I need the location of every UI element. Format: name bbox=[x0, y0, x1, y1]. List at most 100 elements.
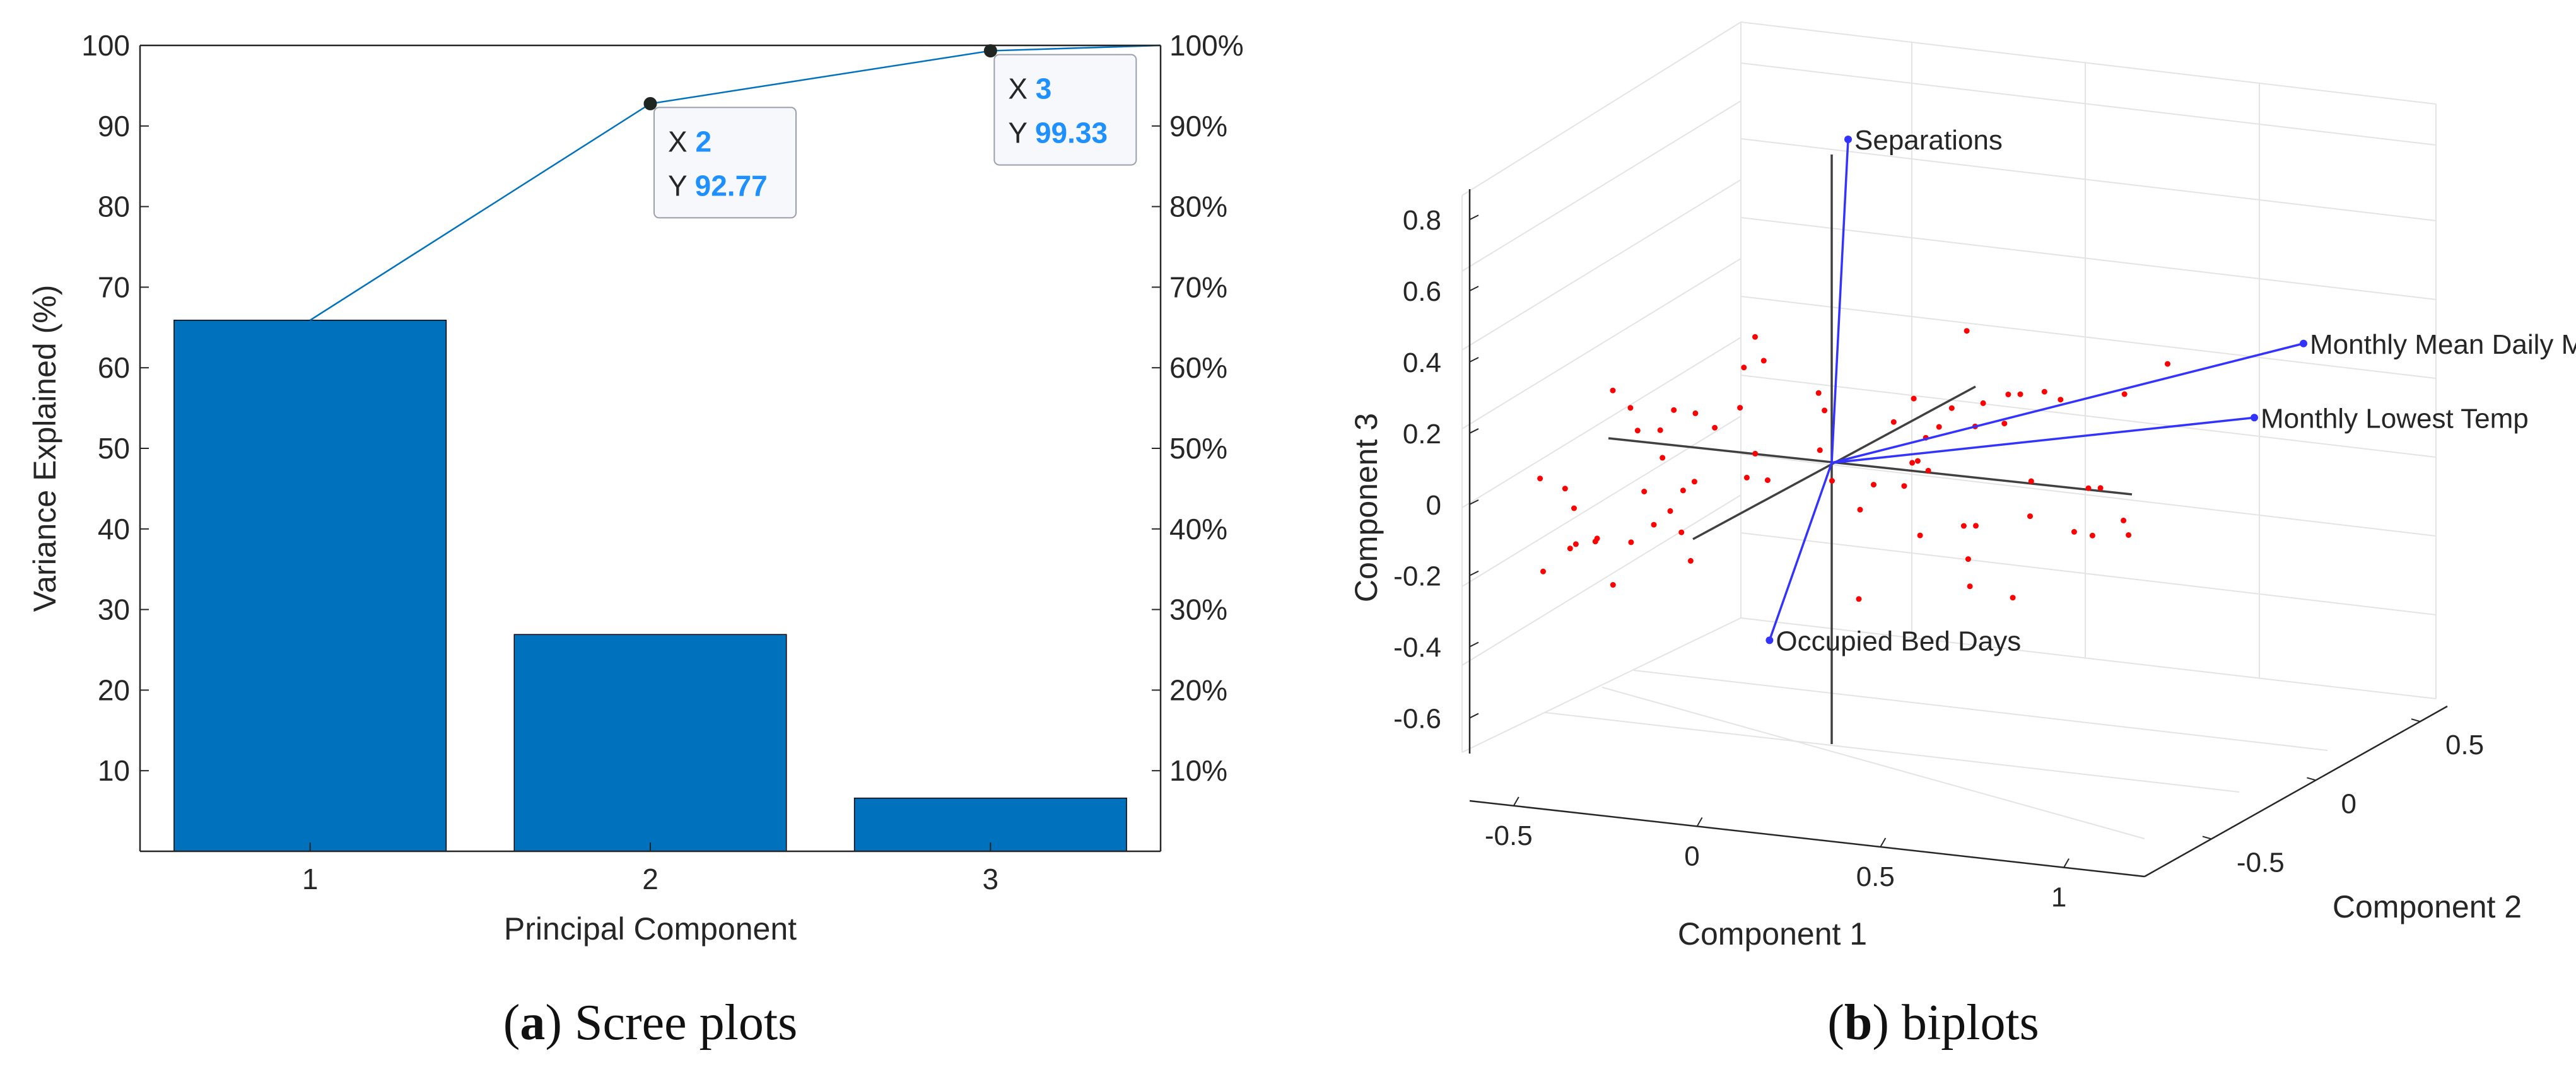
caption-b-text: biplots bbox=[1889, 995, 2039, 1051]
observation-point bbox=[1829, 478, 1835, 484]
observation-point bbox=[1925, 467, 1931, 474]
observation-point bbox=[2058, 397, 2064, 403]
x-tick-mark bbox=[2063, 858, 2070, 868]
observation-point bbox=[1764, 477, 1771, 483]
loading-vector-label: Monthly Mean Daily Min Temp bbox=[2310, 329, 2576, 360]
loading-vector-tip bbox=[2251, 414, 2258, 422]
loading-vector-tip bbox=[1844, 136, 1852, 144]
y-tick-label: 90 bbox=[98, 110, 130, 143]
observation-point bbox=[1628, 539, 1634, 545]
x-tick-label: 0 bbox=[1684, 841, 1699, 871]
datatip-x-label: X bbox=[668, 125, 695, 158]
y-tick-mark bbox=[2307, 777, 2316, 781]
y-right-tick-label: 20% bbox=[1169, 673, 1227, 706]
observation-point bbox=[2121, 517, 2127, 523]
z-tick-label: 0.6 bbox=[1403, 276, 1441, 307]
y-tick-label: -0.5 bbox=[2237, 847, 2285, 878]
z-tick-mark bbox=[1469, 570, 1479, 576]
observation-point bbox=[2071, 528, 2077, 535]
observation-point bbox=[1743, 474, 1750, 481]
observation-point bbox=[1936, 424, 1942, 430]
datatip-y-value: 99.33 bbox=[1035, 117, 1108, 149]
observation-point bbox=[2126, 532, 2132, 538]
observation-point bbox=[1610, 387, 1616, 393]
observation-point bbox=[2097, 485, 2104, 491]
observation-point bbox=[1965, 556, 1971, 562]
observation-point bbox=[1967, 583, 1973, 590]
datatip-x-value: 2 bbox=[695, 125, 711, 158]
datatip-marker bbox=[643, 96, 657, 110]
datatip-y-label: Y bbox=[668, 169, 695, 202]
loading-vector-label: Occupied Bed Days bbox=[1776, 626, 2021, 656]
biplot-y-ticks: -0.5 0 0.5 bbox=[2202, 718, 2484, 878]
z-tick-label: 0.4 bbox=[1403, 347, 1441, 378]
observation-point bbox=[2085, 485, 2092, 491]
y-tick-label: 0.5 bbox=[2445, 730, 2484, 760]
observation-point bbox=[1671, 407, 1677, 413]
y-tick-label: 50 bbox=[98, 432, 130, 465]
datatip-pc2[interactable]: X 2 Y 92.77 bbox=[643, 96, 797, 219]
observation-point bbox=[2001, 421, 2008, 427]
z-tick-label: 0.8 bbox=[1403, 205, 1441, 236]
y-tick-mark bbox=[2411, 718, 2421, 723]
x-tick-mark bbox=[1880, 837, 1887, 848]
cumulative-variance-line bbox=[309, 44, 1161, 321]
observation-point bbox=[1572, 541, 1579, 547]
x-tick-label: 1 bbox=[302, 863, 319, 895]
datatip-pc3[interactable]: X 3Y 99.33 bbox=[983, 44, 1137, 166]
biplot-z-ticks: 0.8 0.6 0.4 0.2 0 -0.2 -0.4 -0.6 bbox=[1393, 205, 1479, 735]
loading-vector-1 bbox=[1830, 139, 1849, 463]
observation-point bbox=[1567, 545, 1573, 552]
z-tick-mark bbox=[1469, 499, 1479, 505]
biplot-grid bbox=[1461, 21, 2437, 839]
observation-point bbox=[1960, 523, 1967, 529]
loading-vector-tip bbox=[1765, 636, 1774, 644]
observation-point bbox=[1571, 505, 1577, 511]
observation-point bbox=[1657, 427, 1663, 433]
observation-point bbox=[2089, 532, 2095, 539]
observation-point bbox=[2041, 388, 2047, 395]
observation-point bbox=[1980, 400, 1986, 406]
observation-point bbox=[1687, 557, 1694, 564]
z-tick-mark bbox=[1469, 428, 1479, 434]
z-tick-mark bbox=[1469, 713, 1479, 719]
observation-point bbox=[1741, 364, 1747, 371]
observation-point bbox=[2017, 391, 2023, 397]
datatip-x-label: X bbox=[1008, 73, 1035, 105]
y-tick-label: 40 bbox=[98, 513, 130, 545]
caption-b-letter: b bbox=[1844, 995, 1873, 1051]
observation-point bbox=[1692, 410, 1699, 416]
observation-point bbox=[1660, 455, 1666, 461]
y-tick-label: 100 bbox=[81, 29, 130, 62]
y-tick-mark bbox=[2202, 836, 2212, 840]
biplot-vectors: Separations Monthly Mean Daily Min Temp Mo… bbox=[1765, 125, 2576, 656]
caption-a-text: Scree plots bbox=[562, 995, 797, 1051]
observation-point bbox=[1678, 529, 1685, 535]
scree-plot: 10 20 30 40 50 60 70 80 90 100 10% 20% 30% 40% 50% 60%… bbox=[27, 29, 1244, 947]
scree-x-axis-label: Principal Component bbox=[504, 911, 797, 947]
y-right-tick-label: 90% bbox=[1169, 110, 1227, 143]
observation-point bbox=[1537, 475, 1543, 482]
observation-point bbox=[1752, 334, 1758, 340]
biplot-y-axis-label: Component 2 bbox=[2333, 889, 2522, 924]
x-tick-label: 3 bbox=[983, 863, 999, 895]
observation-point bbox=[1948, 405, 1955, 411]
y-right-tick-label: 100% bbox=[1169, 29, 1244, 62]
z-tick-mark bbox=[1469, 357, 1479, 363]
observation-point bbox=[1917, 532, 1923, 539]
scree-bars bbox=[173, 320, 1127, 852]
datatip-y-row: Y 92.77 bbox=[668, 169, 768, 202]
y-tick-label: 10 bbox=[98, 754, 130, 787]
observation-point bbox=[1822, 407, 1828, 414]
y-tick-label: 80 bbox=[98, 190, 130, 223]
y-right-tick-label: 80% bbox=[1169, 190, 1227, 223]
observation-point bbox=[1817, 447, 1823, 453]
caption-a: (a) Scree plots bbox=[503, 995, 798, 1051]
x-tick-label: 1 bbox=[2051, 882, 2066, 913]
bar-pc1 bbox=[173, 320, 447, 852]
loading-vector-tip bbox=[2300, 339, 2307, 347]
scree-x-ticks: 1 2 3 bbox=[302, 842, 998, 895]
observation-point bbox=[1562, 486, 1568, 492]
z-tick-label: -0.2 bbox=[1393, 561, 1441, 592]
